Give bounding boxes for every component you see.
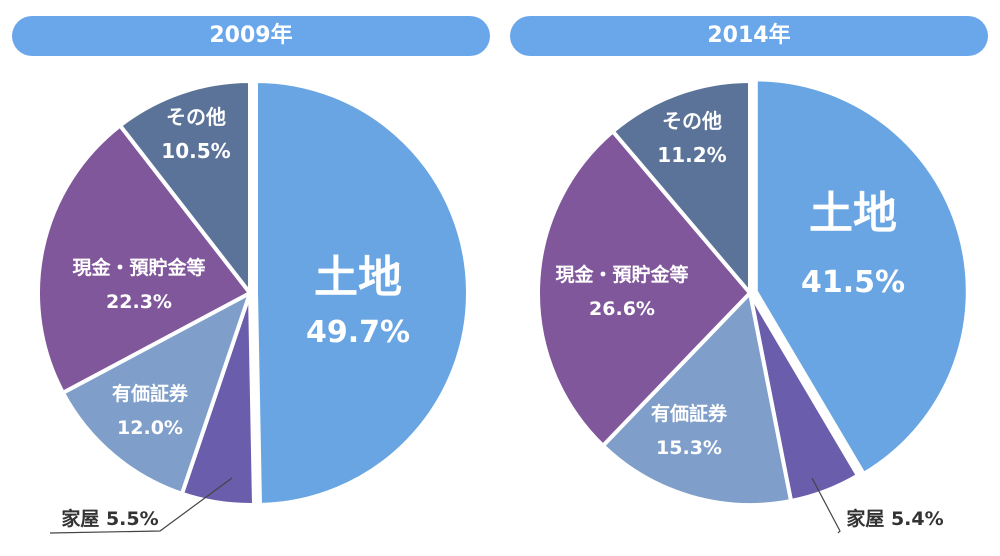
slice-label-0-4: その他 (166, 105, 226, 129)
pie-slice-0-3 (36, 123, 252, 395)
slice-label-1-3: 現金・預貯金等 (555, 263, 688, 286)
slice-label-1-0: 土地 (809, 188, 897, 239)
slice-label-0-1: 家屋 5.5% (61, 507, 158, 530)
slice-label-1-4: その他 (662, 109, 722, 133)
pie-slice-1-0 (753, 77, 970, 476)
slice-label-0-3: 現金・預貯金等 (72, 256, 205, 279)
leader-line-1 (811, 477, 841, 534)
slice-value-1-0: 41.5% (801, 265, 905, 300)
slice-label-0-2: 有価証券 (112, 382, 189, 405)
pie-slice-0-0 (254, 78, 470, 507)
slice-label-0-0: 土地 (314, 252, 402, 303)
slice-value-0-2: 12.0% (117, 417, 183, 439)
pie-slice-1-3 (536, 129, 752, 448)
slice-value-1-4: 11.2% (657, 143, 726, 167)
slice-value-0-3: 22.3% (106, 291, 172, 313)
pie-slice-0-2 (60, 291, 252, 496)
pie-slice-0-4 (118, 79, 252, 295)
pie-1: 土地 41.5% 家屋 5.4% 有価証券 15.3% 現金・預貯金等 26.6% その他 11… (536, 77, 970, 534)
pie-slice-1-4 (610, 79, 752, 295)
slice-value-0-4: 10.5% (161, 139, 230, 163)
slice-value-1-2: 15.3% (656, 437, 722, 459)
leader-line-0 (49, 477, 233, 534)
pie-0: 土地 49.7% 家屋 5.5% 有価証券 12.0% 現金・預貯金等 22.3% その他 10… (36, 78, 470, 534)
slice-label-1-1: 家屋 5.4% (846, 507, 943, 530)
slice-value-0-0: 49.7% (306, 315, 410, 350)
pie-slice-1-2 (600, 291, 794, 507)
chart-title-2014: 2014年 (510, 16, 988, 56)
slice-label-1-2: 有価証券 (651, 402, 728, 425)
chart-title-2009: 2009年 (12, 16, 490, 56)
slice-value-1-3: 26.6% (589, 298, 655, 320)
